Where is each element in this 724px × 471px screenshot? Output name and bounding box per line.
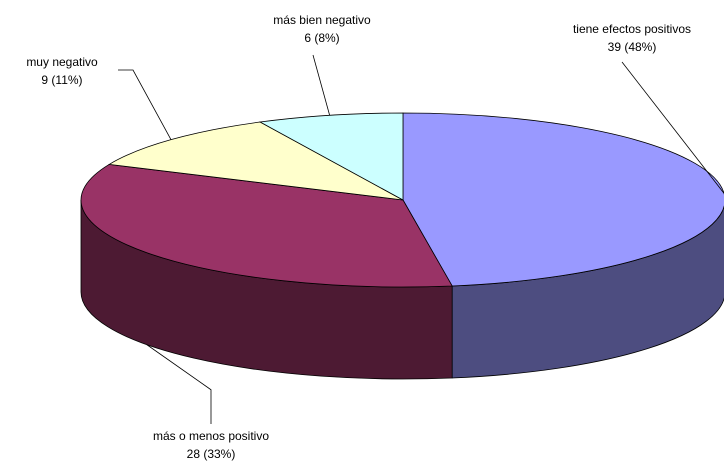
slice-value-label: 9 (11%): [41, 73, 82, 87]
slice-label: más bien negativo: [273, 13, 371, 27]
leader-line: [621, 61, 724, 194]
slice: [107, 121, 404, 201]
slice-label: más o menos positivo: [153, 429, 269, 443]
slice: [258, 112, 404, 201]
slice-label: tiene efectos positivos: [573, 22, 691, 36]
leader-line: [146, 344, 212, 424]
leader-line: [312, 54, 331, 116]
slice-value-label: 39 (48%): [608, 40, 657, 54]
slice-value-label: 6 (8%): [304, 31, 339, 45]
slice-value-label: 28 (33%): [187, 447, 236, 461]
leader-line: [118, 69, 172, 140]
slice-label: muy negativo: [26, 55, 98, 69]
